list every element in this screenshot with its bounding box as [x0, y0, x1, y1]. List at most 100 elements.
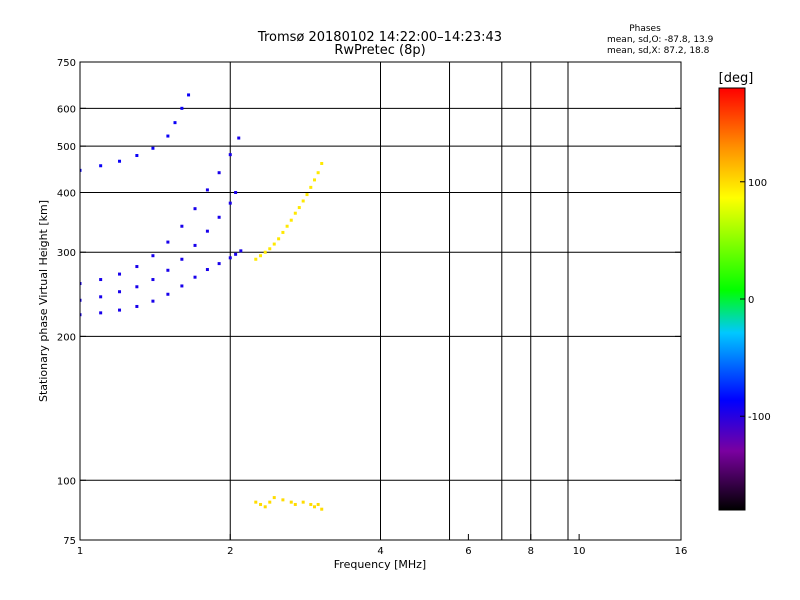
data-point-o-lower [99, 311, 103, 315]
data-point-x-cluster [281, 230, 285, 234]
y-tick-label: 600 [57, 104, 76, 115]
data-point-low-echoes [254, 500, 258, 504]
data-point-o-upper [166, 240, 170, 244]
data-point-o-upper [99, 278, 103, 282]
data-point-x-cluster [309, 185, 313, 189]
x-tick-label: 10 [573, 546, 586, 557]
data-point-low-echoes [312, 505, 316, 509]
x-axis-label: Frequency [MHz] [334, 558, 426, 571]
data-point-x-cluster [268, 247, 272, 251]
data-point-o-upper [237, 136, 241, 140]
data-point-o-upper [217, 171, 221, 175]
chart-title: Tromsø 20180102 14:22:00–14:23:43 [257, 30, 502, 45]
data-point-o-band [193, 243, 197, 247]
data-point-o-band [228, 201, 232, 205]
data-point-x-cluster [320, 161, 324, 165]
y-tick-label: 400 [57, 188, 76, 199]
x-tick-label: 16 [675, 546, 688, 557]
data-point-o-lower [80, 313, 82, 317]
colorbar-label: [deg] [719, 71, 754, 86]
data-point-low-echoes [272, 496, 276, 500]
x-tick-label: 1 [77, 546, 83, 557]
x-axis-ticks: 1 2 4 6 8 10 16 [77, 534, 688, 557]
grid-lines [80, 62, 681, 540]
data-point-o-top [166, 134, 170, 138]
data-point-o-top [151, 146, 155, 150]
data-point-o-band [135, 285, 139, 289]
y-tick-label: 300 [57, 248, 76, 259]
y-tick-label: 75 [63, 536, 76, 547]
data-point-o-lower [217, 262, 221, 266]
x-tick-label: 8 [528, 546, 534, 557]
y-tick-label: 100 [57, 476, 76, 487]
data-point-low-echoes [309, 502, 313, 506]
data-point-x-cluster [254, 257, 258, 261]
data-point-o-top [173, 121, 177, 125]
data-point-x-cluster [277, 237, 281, 241]
data-point-o-top [99, 164, 103, 168]
y-tick-label: 500 [57, 142, 76, 153]
data-point-o-lower [205, 268, 209, 272]
data-point-o-band [118, 290, 122, 294]
data-point-low-echoes [316, 502, 320, 506]
data-point-x-cluster [293, 211, 297, 215]
data-point-o-band [205, 229, 209, 233]
data-point-o-top [180, 106, 184, 110]
data-point-o-lower [234, 252, 238, 256]
data-point-o-upper [80, 282, 82, 286]
data-point-x-cluster [259, 254, 263, 258]
data-point-o-band [151, 278, 155, 282]
data-points [80, 93, 324, 511]
x-tick-label: 4 [377, 546, 383, 557]
data-point-low-echoes [281, 498, 285, 502]
colorbar-ticks: 100 0 -100 [740, 178, 771, 423]
data-point-o-lower [193, 275, 197, 279]
data-point-o-lower [228, 256, 232, 260]
data-point-low-echoes [268, 500, 272, 504]
data-point-low-echoes [259, 502, 263, 506]
data-point-low-echoes [289, 500, 293, 504]
y-tick-label: 750 [57, 58, 76, 69]
data-point-o-band [217, 215, 221, 219]
data-point-o-lower [166, 292, 170, 296]
data-point-o-upper [151, 254, 155, 258]
data-point-low-echoes [293, 502, 297, 506]
data-point-x-cluster [289, 218, 293, 222]
data-point-o-band [180, 257, 184, 261]
data-point-o-top [80, 168, 82, 172]
colorbar-tick-label: -100 [748, 412, 771, 423]
x-tick-label: 2 [227, 546, 233, 557]
data-point-o-upper [228, 153, 232, 157]
data-point-x-cluster [305, 193, 309, 197]
data-point-x-cluster [301, 199, 305, 203]
y-axis-label: Stationary phase Virtual Height [km] [37, 200, 50, 402]
data-point-o-lower [151, 299, 155, 303]
data-point-o-upper [135, 265, 139, 269]
data-point-o-top [187, 93, 191, 97]
data-point-o-top [118, 159, 122, 163]
colorbar-tick-label: 0 [748, 295, 754, 306]
phase-stats-x: mean, sd,X: 87.2, 18.8 [607, 46, 710, 56]
data-point-o-band [80, 298, 82, 302]
y-tick-label: 200 [57, 332, 76, 343]
data-point-o-band [99, 295, 103, 299]
data-point-o-upper [180, 224, 184, 228]
data-point-x-cluster [297, 206, 301, 210]
colorbar-tick-label: 100 [748, 178, 767, 189]
data-point-o-band [234, 190, 238, 194]
phase-stats-o: mean, sd,O: -87.8, 13.9 [607, 35, 714, 45]
data-point-x-cluster [263, 250, 267, 254]
data-point-low-echoes [263, 505, 267, 509]
y-axis-ticks: 75 100 200 300 400 500 600 750 [57, 58, 681, 547]
x-tick-label: 6 [465, 546, 471, 557]
data-point-o-lower [118, 308, 122, 312]
data-point-o-upper [118, 272, 122, 276]
data-point-x-cluster [285, 224, 289, 228]
data-point-x-cluster [312, 178, 316, 182]
data-point-o-upper [205, 188, 209, 192]
data-point-o-lower [239, 249, 243, 253]
data-point-o-upper [193, 207, 197, 211]
data-point-low-echoes [301, 500, 305, 504]
data-point-o-band [166, 268, 170, 272]
